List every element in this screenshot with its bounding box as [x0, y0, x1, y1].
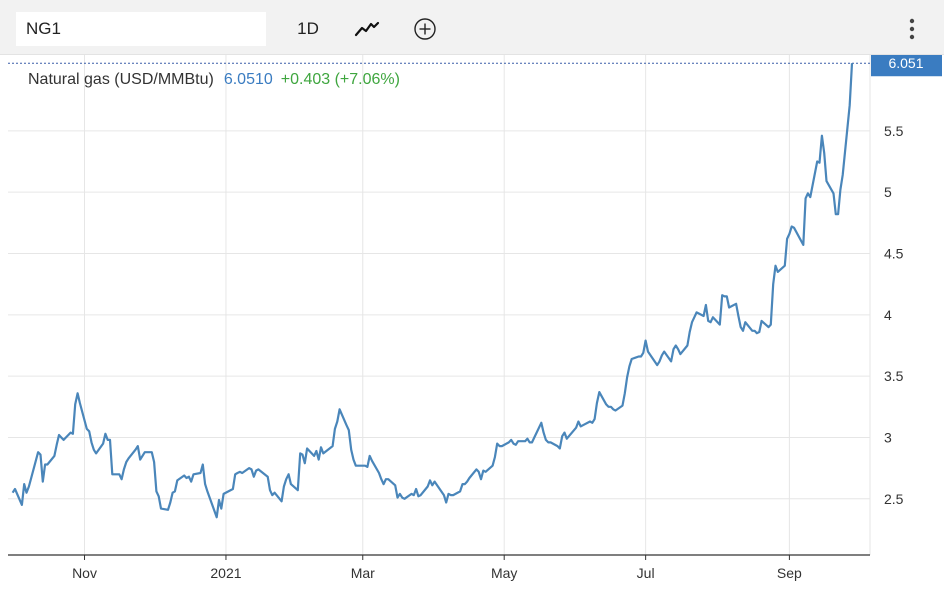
- chart-toolbar: 1D: [0, 0, 944, 55]
- y-tick-label: 3: [884, 429, 892, 445]
- y-tick-label: 3.5: [884, 368, 904, 384]
- chart-legend: Natural gas (USD/MMBtu) 6.0510 +0.403 (+7.…: [28, 71, 400, 89]
- y-tick-label: 4.5: [884, 245, 904, 261]
- x-axis-ticks: Nov 2021 Mar May Jul Sep: [72, 555, 802, 581]
- period-selector-button[interactable]: 1D: [297, 19, 319, 38]
- vertical-dots-icon: [909, 18, 915, 40]
- x-tick-label: Sep: [777, 565, 802, 581]
- x-tick-label: Mar: [351, 565, 375, 581]
- y-tick-label: 2.5: [884, 491, 904, 507]
- x-tick-label: Nov: [72, 565, 97, 581]
- plus-circle-icon: [414, 18, 436, 40]
- line-chart-icon: [354, 21, 380, 37]
- add-comparison-button[interactable]: [410, 12, 440, 46]
- y-axis-ticks: 2.5 3 3.5 4 4.5 5 5.5: [884, 123, 904, 507]
- price-chart[interactable]: 2.5 3 3.5 4 4.5 5 5.5 Nov 2021 Mar May Jul Sep 6.05…: [0, 55, 944, 594]
- y-tick-label: 4: [884, 307, 892, 323]
- last-price-label: 6.051: [871, 55, 942, 77]
- legend-instrument-name: Natural gas (USD/MMBtu): [28, 71, 214, 88]
- symbol-input[interactable]: [16, 12, 266, 46]
- x-tick-label: May: [491, 565, 517, 581]
- legend-price: 6.0510: [223, 71, 273, 88]
- x-tick-label: Jul: [637, 565, 655, 581]
- chart-gridlines: [8, 55, 870, 555]
- legend-change: +0.403 (+7.06%): [280, 71, 400, 88]
- y-tick-label: 5: [884, 184, 892, 200]
- chart-type-button[interactable]: [350, 12, 384, 46]
- more-options-button[interactable]: [898, 12, 926, 46]
- y-tick-label: 5.5: [884, 123, 904, 139]
- x-tick-label: 2021: [210, 565, 241, 581]
- last-price-text: 6.051: [888, 55, 923, 71]
- series-line: [11, 63, 854, 519]
